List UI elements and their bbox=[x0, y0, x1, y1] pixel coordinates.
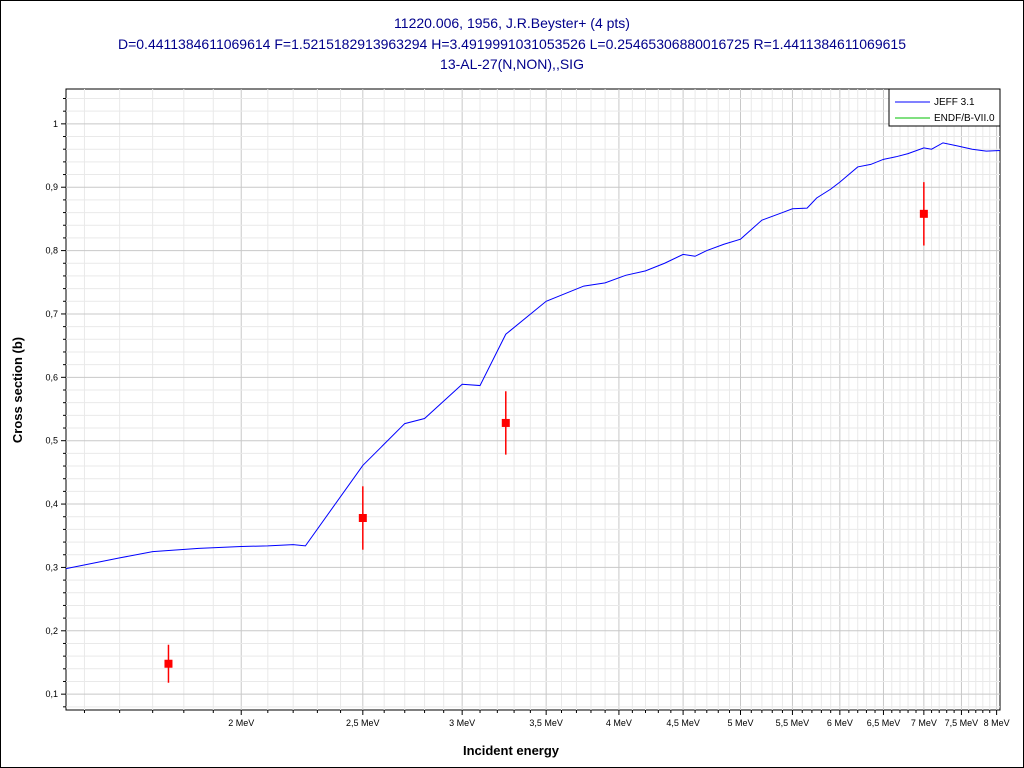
x-axis-label: Incident energy bbox=[463, 743, 560, 758]
chart-titles: 11220.006, 1956, J.R.Beyster+ (4 pts) D=… bbox=[118, 15, 906, 72]
y-tick-label: 0,4 bbox=[45, 499, 58, 509]
legend: JEFF 3.1 ENDF/B-VII.0 bbox=[888, 88, 1001, 127]
data-point bbox=[358, 514, 367, 522]
series-lines bbox=[66, 142, 1000, 570]
legend-box bbox=[888, 88, 1001, 127]
y-axis-label: Cross section (b) bbox=[10, 337, 25, 443]
plot-area bbox=[65, 88, 1001, 711]
x-tick-labels: 2 MeV 2,5 MeV 3 MeV 3,5 MeV 4 MeV 4,5 MeV 5 Me… bbox=[228, 718, 1009, 728]
chart-subtitle-reaction: 13-AL-27(N,NON),,SIG bbox=[440, 56, 584, 72]
chart-title: 11220.006, 1956, J.R.Beyster+ (4 pts) bbox=[394, 15, 630, 31]
y-tick-label: 0,2 bbox=[45, 626, 58, 636]
data-point bbox=[164, 659, 173, 668]
y-tick-label: 0,1 bbox=[45, 689, 58, 699]
x-tick-label: 6 MeV bbox=[827, 718, 853, 728]
x-tick-label: 7,5 MeV bbox=[945, 718, 979, 728]
x-tick-label: 4 MeV bbox=[606, 718, 632, 728]
axis-ticks bbox=[61, 98, 998, 715]
x-tick-label: 3 MeV bbox=[449, 718, 475, 728]
x-tick-label: 3,5 MeV bbox=[529, 718, 563, 728]
y-tick-label: 0,3 bbox=[45, 562, 58, 572]
y-tick-label: 0,5 bbox=[45, 436, 58, 446]
x-tick-label: 4,5 MeV bbox=[666, 718, 700, 728]
chart-subtitle-parameters: D=0.4411384611069614 F=1.521518291396329… bbox=[118, 36, 906, 52]
x-tick-label: 5 MeV bbox=[727, 718, 753, 728]
x-tick-label: 2 MeV bbox=[228, 718, 254, 728]
data-point bbox=[919, 209, 928, 218]
y-tick-label: 0,7 bbox=[45, 309, 58, 319]
series-line-0 bbox=[66, 142, 1000, 570]
data-point bbox=[501, 418, 510, 427]
y-tick-label: 0,9 bbox=[45, 182, 58, 192]
x-tick-label: 6,5 MeV bbox=[867, 718, 901, 728]
experimental-points bbox=[164, 182, 928, 683]
legend-label-jeff: JEFF 3.1 bbox=[934, 97, 975, 108]
y-tick-label: 0,6 bbox=[45, 372, 58, 382]
x-tick-label: 2,5 MeV bbox=[346, 718, 380, 728]
y-tick-labels: 0,1 0,2 0,3 0,4 0,5 0,6 0,7 0,8 0,9 1 bbox=[45, 119, 58, 699]
legend-label-endf: ENDF/B-VII.0 bbox=[934, 113, 995, 124]
x-tick-label: 8 MeV bbox=[984, 718, 1010, 728]
y-tick-label: 0,8 bbox=[45, 246, 58, 256]
y-tick-label: 1 bbox=[53, 119, 58, 129]
x-tick-label: 5,5 MeV bbox=[776, 718, 810, 728]
x-tick-label: 7 MeV bbox=[911, 718, 937, 728]
grid-lines bbox=[66, 89, 1000, 710]
